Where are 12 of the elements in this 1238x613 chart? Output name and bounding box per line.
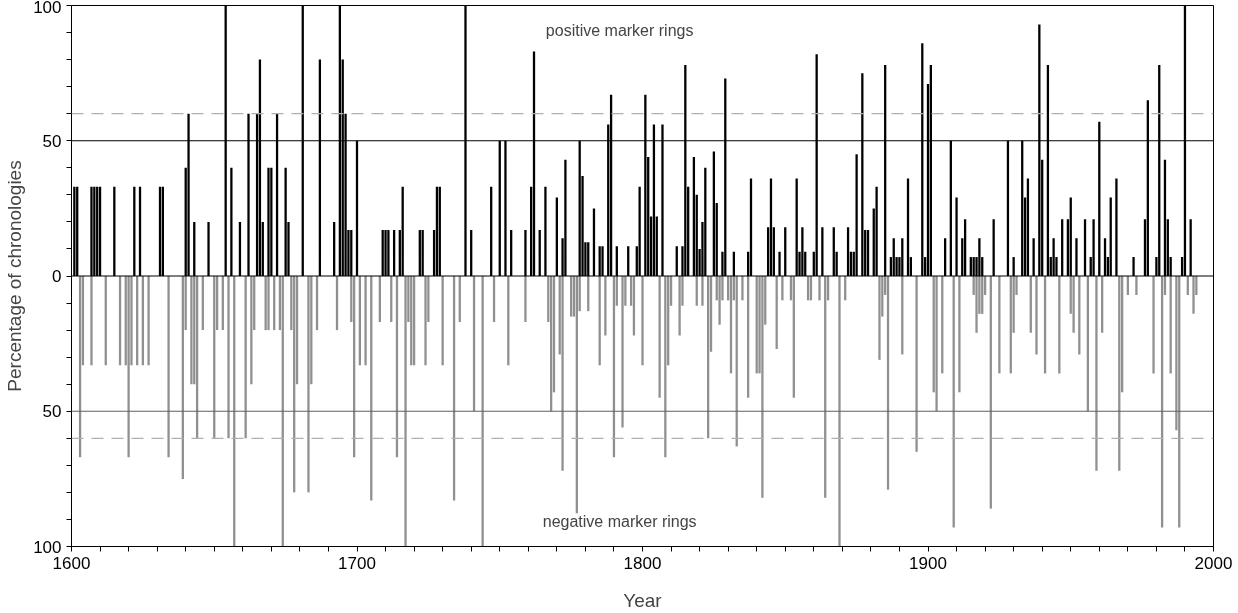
annotation: negative marker rings — [542, 513, 697, 531]
x-tick-label: 1900 — [909, 553, 947, 573]
y-tick-label: 50 — [42, 402, 62, 422]
x-tick-label: 1800 — [623, 553, 662, 573]
x-axis-title: Year — [623, 589, 663, 611]
x-tick-label: 1700 — [338, 553, 376, 573]
y-tick-label: 0 — [52, 267, 62, 286]
y-tick-label: 100 — [33, 0, 62, 17]
annotation: positive marker rings — [545, 21, 694, 39]
y-tick-label: 50 — [42, 131, 62, 151]
y-axis-title: Percentage of chronologies — [4, 160, 26, 392]
x-tick-label: 2000 — [1194, 553, 1233, 573]
